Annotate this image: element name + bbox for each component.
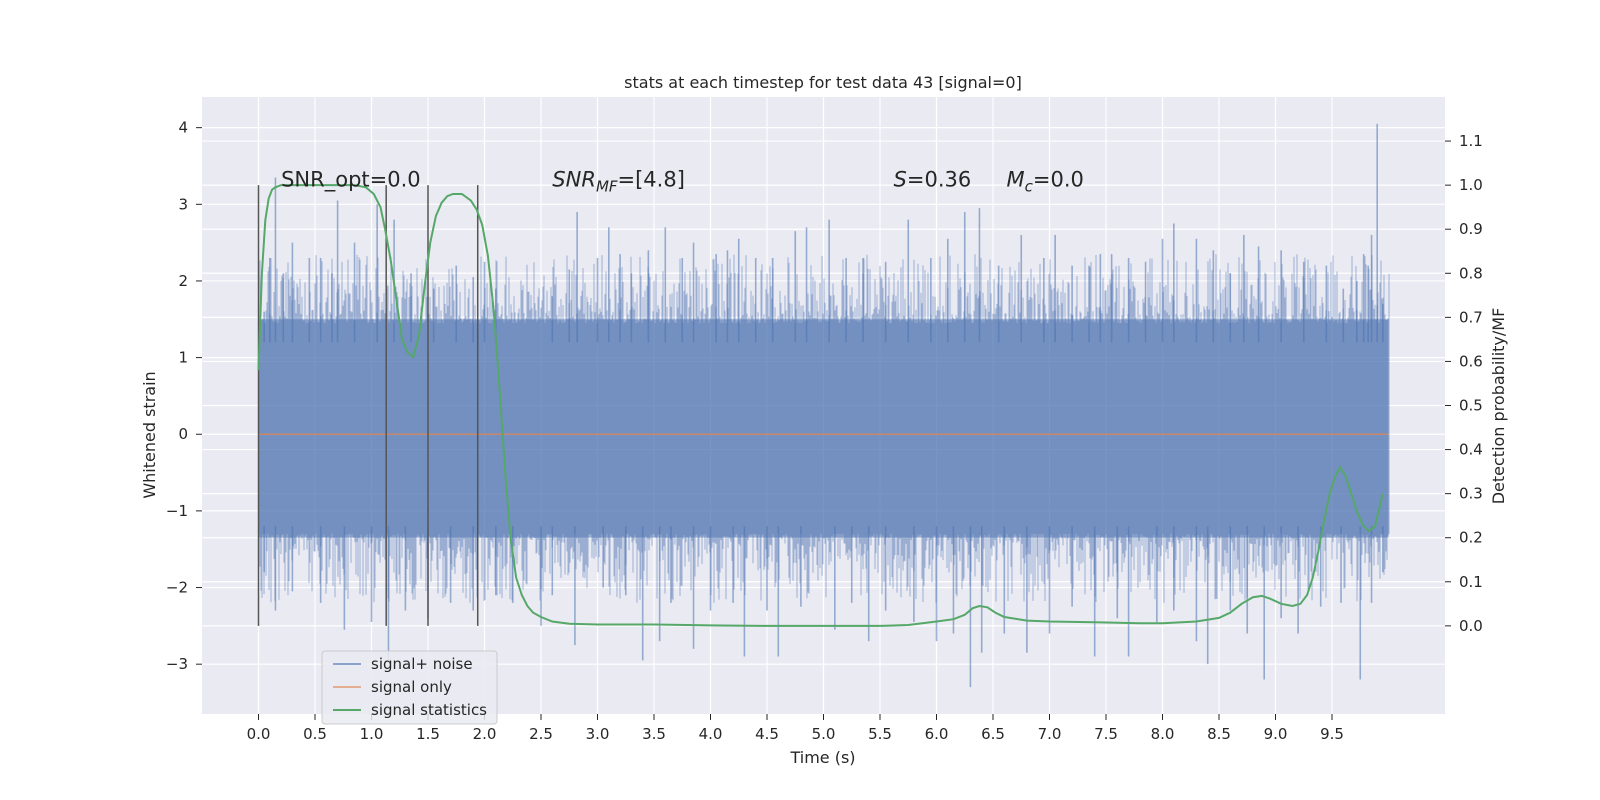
annotation-snr_mf-main: SNR <box>552 167 596 191</box>
x-tick-label: 4.5 <box>755 725 779 743</box>
x-tick-label: 6.5 <box>981 725 1005 743</box>
annotation-s-value: =0.36 <box>907 167 971 191</box>
y2-tick-label: 0.9 <box>1459 220 1483 238</box>
annotation-mc-main: M <box>1007 167 1025 191</box>
y2-tick-label: 0.3 <box>1459 485 1483 503</box>
annotation-mc: Mc=0.0 <box>1007 167 1084 195</box>
y-tick-label: 1 <box>178 349 188 367</box>
y-axis-label: Whitened strain <box>140 371 159 498</box>
annotation-mc-sub: c <box>1025 177 1034 195</box>
y-tick-label: 0 <box>178 425 188 443</box>
y-tick-label: −1 <box>166 502 188 520</box>
legend-box <box>321 650 498 725</box>
x-tick-label: 0.5 <box>303 725 327 743</box>
annotation-mc-value: =0.0 <box>1033 167 1084 191</box>
signal-noise-series <box>258 123 1390 688</box>
y2-tick-label: 1.0 <box>1459 176 1483 194</box>
annotation-snr_opt: SNR_opt=0.0 <box>281 167 421 192</box>
y2-tick-label: 0.7 <box>1459 308 1483 326</box>
x-tick-label: 3.5 <box>642 725 666 743</box>
y2-tick-label: 0.0 <box>1459 617 1483 635</box>
y2-tick-label: 0.5 <box>1459 397 1483 415</box>
x-tick-label: 9.0 <box>1264 725 1288 743</box>
annotation-snr_mf-value: =[4.8] <box>618 167 685 191</box>
x-tick-label: 8.5 <box>1207 725 1231 743</box>
y2-tick-label: 0.4 <box>1459 441 1483 459</box>
x-axis-label: Time (s) <box>789 748 855 767</box>
y2-tick-label: 0.8 <box>1459 264 1483 282</box>
x-tick-label: 5.5 <box>868 725 892 743</box>
annotation-s-main: S <box>894 167 907 191</box>
x-tick-label: 1.5 <box>416 725 440 743</box>
x-tick-label: 5.0 <box>812 725 836 743</box>
x-tick-label: 9.5 <box>1320 725 1344 743</box>
x-tick-label: 2.5 <box>529 725 553 743</box>
chart-title: stats at each timestep for test data 43 … <box>624 73 1022 92</box>
y-tick-label: −3 <box>166 655 188 673</box>
y-tick-label: 3 <box>178 195 188 213</box>
y2-tick-label: 0.1 <box>1459 573 1483 591</box>
y2-axis-label: Detection probability/MF <box>1489 308 1508 505</box>
x-tick-label: 7.0 <box>1038 725 1062 743</box>
y-tick-label: −2 <box>166 579 188 597</box>
x-tick-label: 1.0 <box>360 725 384 743</box>
x-tick-label: 3.0 <box>586 725 610 743</box>
x-tick-label: 7.5 <box>1094 725 1118 743</box>
y2-tick-label: 0.6 <box>1459 352 1483 370</box>
y-tick-label: 4 <box>178 119 188 137</box>
x-tick-label: 2.0 <box>473 725 497 743</box>
legend-label: signal+ noise <box>371 655 473 673</box>
y2-tick-label: 0.2 <box>1459 529 1483 547</box>
y-tick-label: 2 <box>178 272 188 290</box>
x-tick-label: 4.0 <box>699 725 723 743</box>
annotation-snr_mf: SNRMF=[4.8] <box>552 167 685 195</box>
legend-label: signal statistics <box>371 701 487 719</box>
annotation-snr_opt-main: SNR_opt=0.0 <box>281 167 421 192</box>
x-tick-label: 8.0 <box>1151 725 1175 743</box>
x-tick-label: 6.0 <box>925 725 949 743</box>
y2-tick-label: 1.1 <box>1459 132 1483 150</box>
x-tick-label: 0.0 <box>247 725 271 743</box>
signal-statistics-line <box>257 184 1384 627</box>
annotation-s: S=0.36 <box>894 167 972 191</box>
signal-statistics-series <box>257 184 1384 627</box>
legend-label: signal only <box>371 678 452 696</box>
legend: signal+ noise signal only signal statistic… <box>321 650 498 725</box>
annotations: SNR_opt=0.0 SNRMF=[4.8] S=0.36 Mc=0.0 <box>281 167 1084 195</box>
axis-ticks: 0.0 0.5 1.0 1.5 2.0 2.5 3.0 3.5 4.0 4.5 5.0 5.5 6.0 6… <box>166 119 1483 743</box>
annotation-snr_mf-sub: MF <box>596 177 618 195</box>
